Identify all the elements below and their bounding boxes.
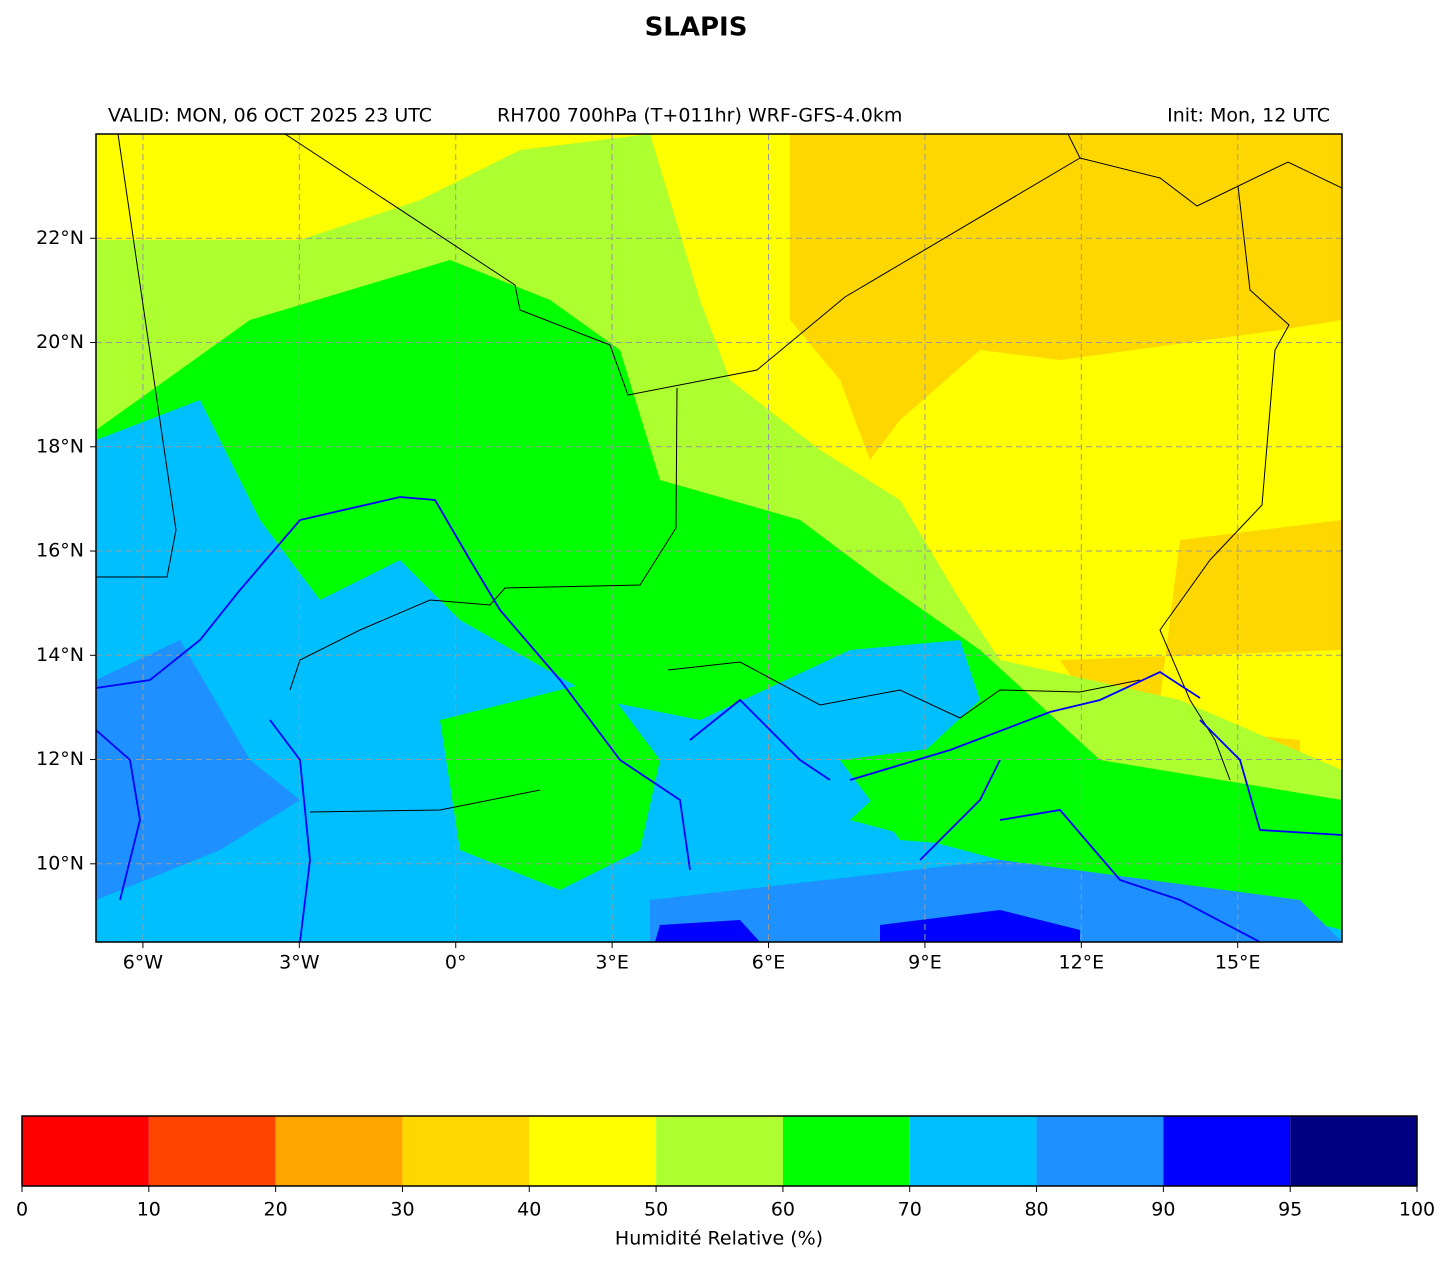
lon-tick-label: 15°E [1215, 952, 1261, 974]
humidity-field [96, 134, 1342, 942]
colorbar-tick-label: 95 [1278, 1199, 1302, 1221]
colorbar-bin [529, 1116, 657, 1186]
title: SLAPIS [645, 13, 748, 43]
lon-tick-label: 6°W [123, 952, 164, 974]
lon-tick-label: 9°E [908, 952, 942, 974]
humidity-region [880, 910, 1080, 942]
colorbar-tick-label: 10 [137, 1199, 161, 1221]
lon-tick-label: 12°E [1058, 952, 1104, 974]
colorbar-bin [1290, 1116, 1417, 1186]
lat-tick-label: 18°N [36, 435, 84, 457]
colorbar-bin [782, 1116, 910, 1186]
lat-tick-label: 20°N [36, 331, 84, 353]
colorbar-label: Humidité Relative (%) [615, 1228, 823, 1250]
lat-tick-label: 16°N [36, 540, 84, 562]
lat-tick-label: 14°N [36, 644, 84, 666]
lat-tick-label: 10°N [36, 852, 84, 874]
product: RH700 700hPa (T+011hr) WRF-GFS-4.0km [497, 105, 902, 127]
humidity-region [96, 400, 1342, 942]
colorbar-tick-label: 40 [517, 1199, 541, 1221]
valid-time: VALID: MON, 06 OCT 2025 23 UTC [108, 105, 432, 127]
lon-tick-label: 3°W [279, 952, 320, 974]
humidity-region [790, 134, 1342, 460]
colorbar-tick-label: 70 [898, 1199, 922, 1221]
humidity-region [440, 680, 660, 890]
colorbar-bin [909, 1116, 1037, 1186]
lon-tick-label: 0° [445, 952, 467, 974]
colorbar-tick-label: 100 [1399, 1199, 1435, 1221]
colorbar-bin [402, 1116, 530, 1186]
colorbar-frame [21, 1115, 1418, 1187]
colorbar-tick-label: 20 [264, 1199, 288, 1221]
colorbar-tick-label: 50 [644, 1199, 668, 1221]
humidity-region [840, 740, 1342, 900]
map-frame [95, 133, 1343, 943]
colorbar-bin [1036, 1116, 1164, 1186]
lat-tick-label: 22°N [36, 227, 84, 249]
lon-tick-label: 6°E [752, 952, 786, 974]
colorbar-tick-label: 30 [390, 1199, 414, 1221]
colorbar-bin [275, 1116, 403, 1186]
lat-tick-label: 12°N [36, 748, 84, 770]
graticule [90, 134, 1342, 948]
boundaries [96, 134, 1342, 942]
colorbar: 0 10 20 30 40 50 60 70 80 90 95 100 [16, 1115, 1435, 1221]
colorbar-tick-label: 80 [1024, 1199, 1048, 1221]
colorbar-bin [1163, 1116, 1291, 1186]
humidity-region [655, 920, 760, 942]
humidity-region [650, 860, 1342, 942]
colorbar-tick-label: 0 [16, 1199, 28, 1221]
colorbar-bin [656, 1116, 783, 1186]
colorbar-bin [22, 1116, 149, 1186]
colorbar-tick-label: 90 [1151, 1199, 1175, 1221]
colorbar-bin [148, 1116, 276, 1186]
lon-tick-label: 3°E [595, 952, 629, 974]
humidity-region [96, 640, 300, 900]
colorbar-tick-label: 60 [771, 1199, 795, 1221]
init-time: Init: Mon, 12 UTC [1167, 105, 1330, 127]
